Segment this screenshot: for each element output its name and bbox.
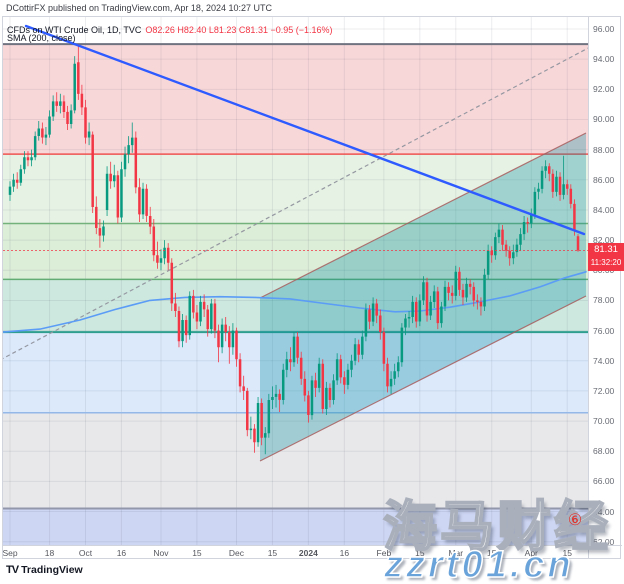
price-tick-label: 86.00 (593, 174, 615, 185)
time-tick-label: 15 (486, 548, 497, 558)
time-tick-label: 15 (562, 548, 572, 558)
price-tick-label: 72.00 (593, 385, 615, 396)
price-tick-label: 74.00 (593, 355, 615, 366)
up-candle-bodies (8, 63, 565, 443)
time-tick-label: 18 (44, 548, 55, 558)
price-tick-label: 88.00 (593, 144, 615, 155)
time-tick-label: Sep (2, 548, 18, 558)
price-tick-label: 70.00 (593, 416, 615, 427)
time-tick-label: 15 (415, 548, 425, 558)
attribution-link[interactable]: DCottirFX published on TradingView.com, … (6, 3, 272, 13)
ohlc-values: O82.26 H82.40 L81.23 C81.31 −0.95 (−1.16… (145, 25, 333, 35)
axis-separator-vertical (588, 16, 589, 559)
watermark-cjk-text: 海马财经 (382, 496, 611, 558)
descending-trendline[interactable] (24, 24, 586, 236)
candlesticks[interactable] (8, 44, 580, 455)
watermark-stamp-icon: ⑥ (566, 511, 584, 530)
gridlines (3, 17, 588, 545)
time-tick-label: Feb (376, 548, 392, 558)
time-tick-label: Dec (228, 548, 245, 558)
plot-area[interactable] (0, 17, 592, 549)
time-tick-label: 16 (116, 548, 127, 558)
time-tick-label: Oct (78, 548, 93, 558)
price-tick-label: 62.00 (593, 536, 615, 547)
time-tick-label: 15 (192, 548, 202, 558)
indicator-legend[interactable]: SMA (200, close) (7, 33, 76, 43)
time-axis[interactable]: Sep 18 Oct 16 Nov 15 Dec 15 2024 16 Feb 15 Mar 15 Apr 1… (2, 545, 588, 560)
watermark-domain-text: zzrt01.cn (383, 543, 574, 584)
price-tick-label: 96.00 (593, 24, 615, 34)
bar-countdown-label: 11:32:20 (590, 258, 622, 267)
tradingview-logo-icon: TV (6, 564, 19, 576)
last-price-label: 81.31 (594, 244, 618, 255)
time-tick-label: 15 (267, 548, 278, 558)
price-tick-label: 92.00 (593, 84, 615, 95)
price-badge: 81.31 11:32:20 (588, 243, 624, 271)
channel-lower-line[interactable] (259, 295, 587, 462)
tradingview-logo[interactable]: TV TradingView (6, 564, 83, 576)
price-tick-label: 90.00 (593, 114, 615, 125)
level-lines[interactable] (3, 43, 588, 510)
sma-200-line[interactable] (3, 270, 587, 333)
time-tick-label: Apr (524, 548, 538, 558)
price-tick-label: 84.00 (593, 204, 615, 215)
channel-upper-line[interactable] (259, 132, 587, 299)
tradingview-logo-text: TradingView (21, 564, 83, 576)
price-tick-label: 82.00 (593, 235, 615, 246)
axis-separator-horizontal (2, 545, 622, 546)
price-tick-label: 78.00 (593, 295, 615, 306)
symbol-title: CFDs on WTI Crude Oil, 1D, TVC (7, 25, 142, 35)
price-axis[interactable]: 96.00 94.00 92.00 90.00 88.00 86.00 84.00 82.00… (588, 16, 624, 547)
time-tick-label: 2024 (298, 548, 318, 558)
zone-fills (3, 44, 588, 545)
time-tick-label: Mar (448, 548, 464, 558)
price-tick-label: 66.00 (593, 476, 615, 487)
price-tick-label: 76.00 (593, 325, 615, 336)
time-tick-label: 16 (339, 548, 350, 558)
price-tick-label: 68.00 (593, 446, 615, 457)
time-tick-label: Nov (153, 548, 169, 558)
price-tick-label: 94.00 (593, 54, 615, 65)
price-tick-label: 64.00 (593, 506, 615, 517)
symbol-legend[interactable]: CFDs on WTI Crude Oil, 1D, TVC O82.26 H82… (7, 20, 333, 38)
